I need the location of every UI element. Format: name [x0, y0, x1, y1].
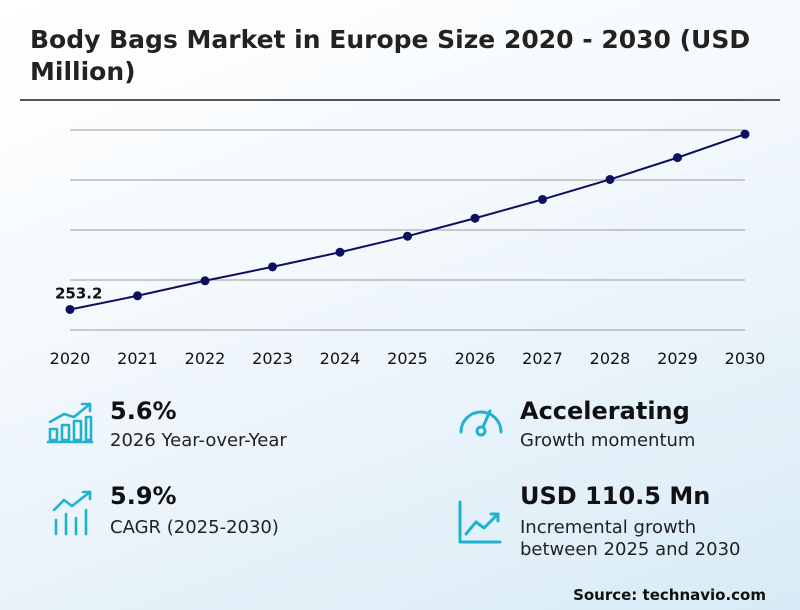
incremental-growth-label-line2: between 2025 and 2030 — [520, 539, 741, 560]
x-tick-label-2026: 2026 — [455, 349, 496, 368]
momentum-value: Accelerating — [520, 397, 690, 425]
yoy-growth-label: 2026 Year-over-Year — [110, 430, 287, 451]
cagr-value: 5.9% — [110, 482, 177, 510]
x-tick-label-2027: 2027 — [522, 349, 563, 368]
data-point-2030 — [740, 129, 750, 139]
data-point-2028 — [605, 174, 615, 184]
x-tick-label-2029: 2029 — [657, 349, 698, 368]
data-point-2022 — [200, 276, 210, 286]
data-label-2020: 253.2 — [55, 284, 102, 302]
x-tick-label-2030: 2030 — [725, 349, 766, 368]
incremental-growth-value: USD 110.5 Mn — [520, 482, 711, 510]
data-point-2023 — [268, 262, 277, 272]
x-tick-label-2023: 2023 — [252, 349, 293, 368]
bar-chart-growth-icon — [46, 400, 94, 448]
incremental-growth-label-line1: Incremental growth — [520, 517, 697, 538]
series-line — [69, 133, 746, 311]
x-tick-label-2024: 2024 — [320, 349, 361, 368]
source-credit: Source: technavio.com — [573, 586, 766, 604]
momentum-label: Growth momentum — [520, 430, 696, 451]
data-point-2025 — [403, 231, 412, 241]
x-tick-label-2021: 2021 — [117, 349, 158, 368]
market-size-line-chart: 2020 2021 2022 2023 2024 2025 2026 2027 2028 2029… — [50, 129, 766, 368]
data-point-2021 — [133, 291, 142, 301]
x-tick-label-2020: 2020 — [50, 349, 91, 368]
title-divider — [20, 99, 780, 101]
x-tick-label-2025: 2025 — [387, 349, 428, 368]
data-point-2020 — [65, 304, 75, 314]
chart-title: Body Bags Market in Europe Size 2020 - 2… — [30, 25, 751, 86]
data-point-2024 — [335, 247, 345, 257]
line-growth-icon — [456, 498, 504, 550]
x-tick-label-2028: 2028 — [590, 349, 631, 368]
trend-bars-icon — [50, 488, 98, 540]
yoy-growth-value: 5.6% — [110, 397, 177, 425]
data-point-2026 — [470, 213, 480, 223]
data-point-2027 — [538, 194, 547, 204]
data-point-2029 — [673, 153, 682, 163]
cagr-label: CAGR (2025-2030) — [110, 517, 279, 538]
x-tick-label-2022: 2022 — [185, 349, 226, 368]
speedometer-icon — [456, 402, 506, 444]
